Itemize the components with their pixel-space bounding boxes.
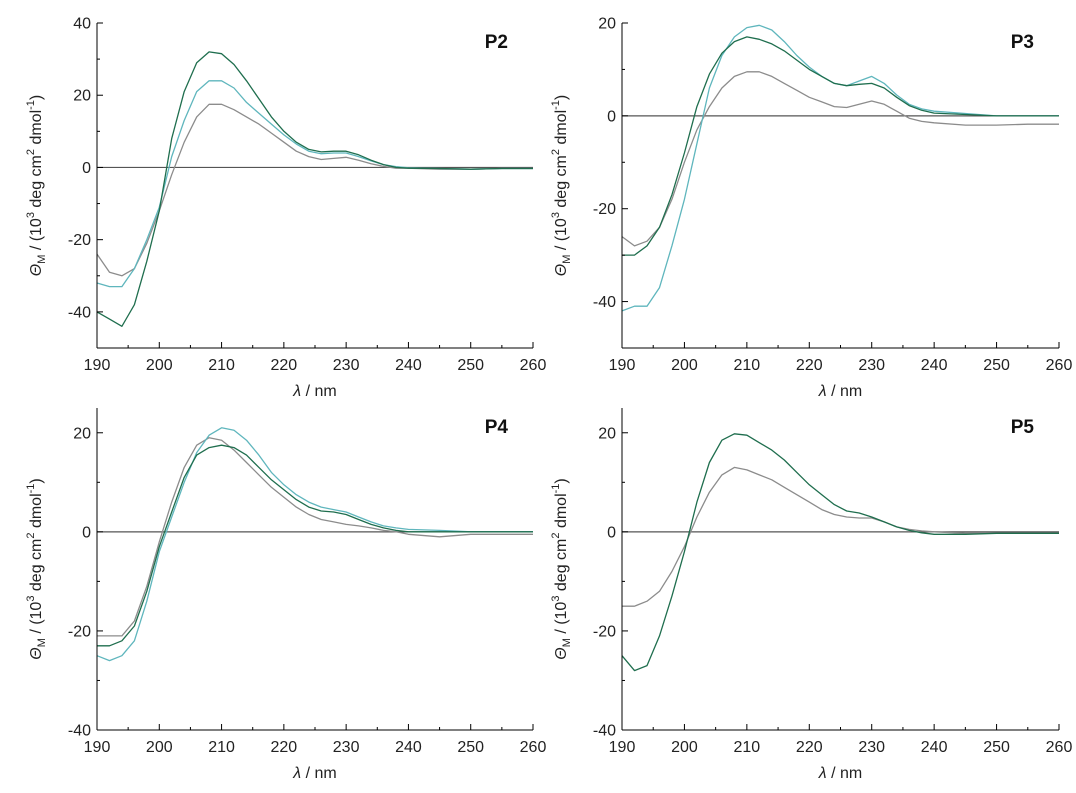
y-tick-label: 0: [82, 160, 91, 177]
x-tick-label: 250: [983, 739, 1010, 756]
x-tick-label: 230: [858, 357, 885, 374]
x-tick-label: 190: [84, 739, 111, 756]
series-line-cyan: [97, 428, 533, 661]
y-tick-label: -40: [68, 723, 91, 740]
x-tick-label: 230: [333, 739, 360, 756]
panel-p2: 190 200 210 220 230 240 250 260 -40 -20 0 20 40 P2 λ /…: [25, 16, 546, 401]
x-tick-label: 250: [983, 357, 1010, 374]
panel-title: P5: [1011, 417, 1035, 438]
x-tick-label: 200: [671, 739, 698, 756]
y-tick-label: 20: [73, 425, 91, 442]
y-tick-label: 20: [598, 425, 616, 442]
series-line-green: [622, 37, 1059, 255]
y-tick-label: -40: [593, 723, 616, 740]
series-line-cyan: [622, 25, 1059, 311]
x-axis-label: λ / nm: [818, 765, 862, 782]
panel-title: P4: [485, 417, 509, 438]
x-tick-label: 250: [457, 357, 484, 374]
x-axis-label: λ / nm: [292, 765, 336, 782]
x-tick-label: 250: [457, 739, 484, 756]
x-tick-label: 210: [208, 739, 235, 756]
panel-title: P2: [485, 32, 508, 53]
x-axis-label: λ / nm: [818, 383, 862, 400]
x-axis-label: λ / nm: [292, 383, 336, 400]
x-tick-label: 260: [520, 357, 547, 374]
y-tick-label: -20: [68, 232, 91, 249]
x-tick-label: 230: [858, 739, 885, 756]
y-tick-label: -40: [68, 304, 91, 321]
x-tick-label: 240: [395, 357, 422, 374]
x-tick-label: 240: [395, 739, 422, 756]
series-line-cyan: [97, 81, 533, 287]
y-axis-label: ΘM / (103 deg cm2 dmol-1): [550, 478, 573, 660]
y-tick-label: 20: [73, 88, 91, 105]
y-tick-label: -20: [593, 623, 616, 640]
y-tick-label: -20: [593, 201, 616, 218]
x-tick-label: 260: [520, 739, 547, 756]
x-tick-label: 200: [146, 739, 173, 756]
series-line-gray: [622, 72, 1059, 246]
x-tick-label: 220: [271, 357, 298, 374]
panel-p3: 190 200 210 220 230 240 250 260 -40 -20 0 20 P3 λ / n…: [550, 16, 1072, 401]
x-tick-label: 210: [208, 357, 235, 374]
y-tick-label: 0: [607, 524, 616, 541]
x-tick-label: 210: [734, 357, 761, 374]
series-line-green: [97, 52, 533, 326]
x-tick-label: 240: [921, 357, 948, 374]
y-tick-label: -40: [593, 294, 616, 311]
x-tick-label: 200: [671, 357, 698, 374]
series-line-green: [622, 434, 1059, 671]
x-tick-label: 190: [609, 357, 636, 374]
x-tick-label: 190: [609, 739, 636, 756]
panel-title: P3: [1011, 32, 1034, 53]
y-tick-label: 0: [607, 108, 616, 125]
x-tick-label: 220: [796, 357, 823, 374]
panel-p4: 190 200 210 220 230 240 250 260 -40 -20 0 20 P4 λ / n…: [25, 408, 546, 782]
y-tick-label: 40: [73, 16, 91, 33]
x-tick-label: 230: [333, 357, 360, 374]
x-tick-label: 190: [84, 357, 111, 374]
y-tick-label: 20: [598, 16, 616, 33]
y-axis-label: ΘM / (103 deg cm2 dmol-1): [550, 95, 573, 277]
y-axis-label: ΘM / (103 deg cm2 dmol-1): [25, 478, 48, 660]
x-tick-label: 220: [271, 739, 298, 756]
x-tick-label: 200: [146, 357, 173, 374]
panel-p5: 190 200 210 220 230 240 250 260 -40 -20 0 20 P5 λ / n…: [550, 408, 1072, 782]
x-tick-label: 260: [1046, 357, 1073, 374]
y-tick-label: 0: [82, 524, 91, 541]
series-line-green: [97, 445, 533, 646]
x-tick-label: 260: [1046, 739, 1073, 756]
x-tick-label: 240: [921, 739, 948, 756]
x-tick-label: 220: [796, 739, 823, 756]
y-axis-label: ΘM / (103 deg cm2 dmol-1): [25, 95, 48, 277]
y-tick-label: -20: [68, 623, 91, 640]
x-tick-label: 210: [734, 739, 761, 756]
